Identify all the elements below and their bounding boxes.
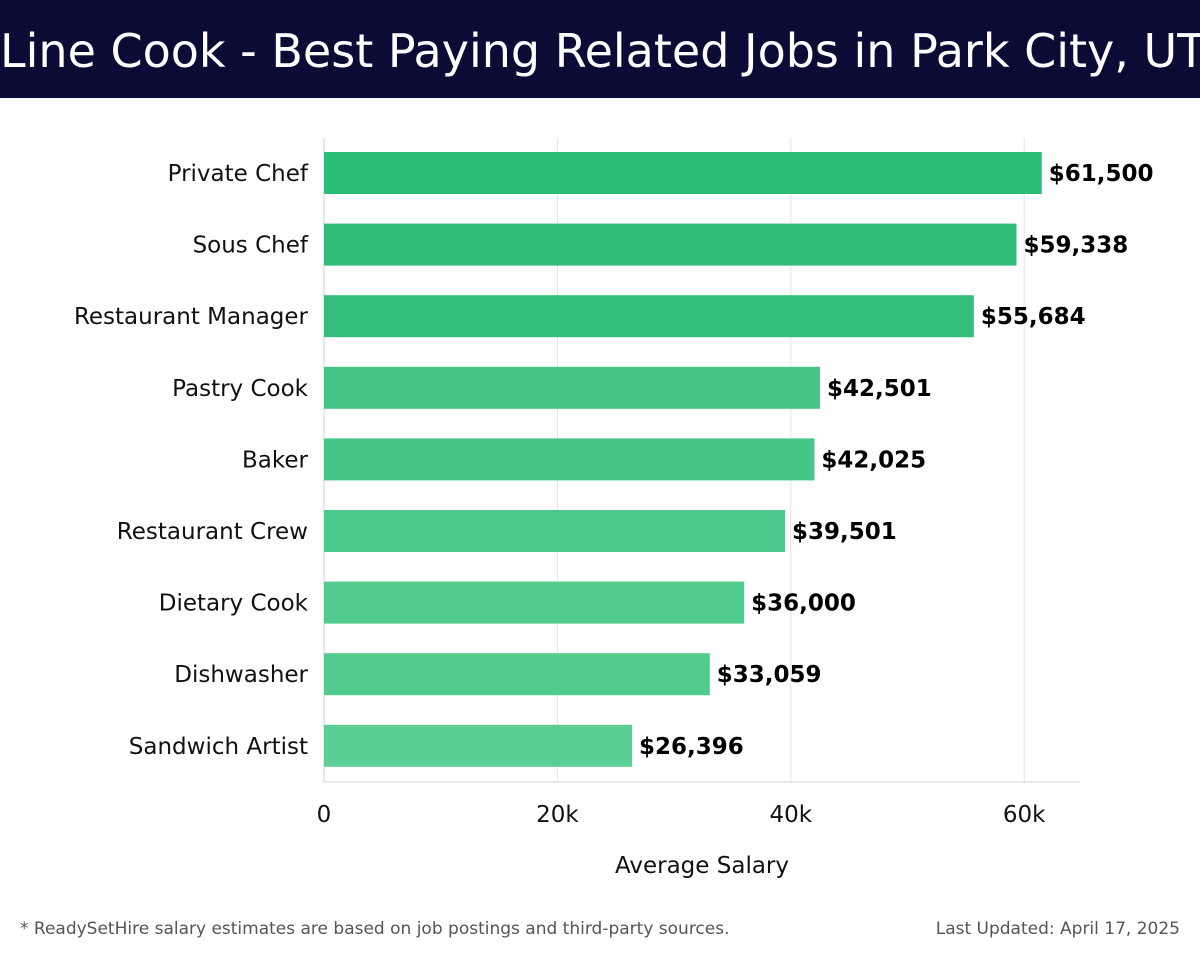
x-tick-label: 0: [317, 802, 332, 828]
footnote: * ReadySetHire salary estimates are base…: [20, 919, 730, 939]
data-label: $39,501: [792, 519, 897, 545]
bar: [324, 653, 710, 696]
bar: [324, 295, 974, 338]
bar: [324, 581, 745, 624]
bar: [324, 510, 785, 552]
x-axis-title: Average Salary: [615, 853, 789, 879]
bar: [324, 724, 633, 767]
chart-title: Line Cook - Best Paying Related Jobs in …: [0, 24, 1200, 78]
bar: [324, 366, 820, 409]
bar: [324, 438, 815, 481]
x-tick-label: 20k: [536, 802, 579, 828]
category-label: Pastry Cook: [172, 376, 309, 402]
category-label: Sous Chef: [193, 233, 309, 259]
category-label: Sandwich Artist: [129, 734, 308, 760]
category-label: Dietary Cook: [159, 591, 309, 617]
category-label: Restaurant Manager: [74, 304, 309, 330]
salary-bar-chart: Private Chef $61,500 Sous Chef $59,338 Resta…: [74, 138, 1154, 879]
data-label: $26,396: [639, 734, 744, 760]
data-label: $42,025: [821, 447, 926, 473]
data-label: $55,684: [981, 304, 1086, 330]
chart-header: Line Cook - Best Paying Related Jobs in …: [0, 0, 1200, 98]
data-label: $33,059: [717, 662, 822, 688]
category-label: Private Chef: [168, 161, 309, 187]
last-updated: Last Updated: April 17, 2025: [935, 919, 1180, 939]
data-label: $61,500: [1049, 161, 1154, 187]
category-label: Restaurant Crew: [117, 519, 308, 545]
data-label: $59,338: [1023, 233, 1128, 259]
bar: [324, 152, 1042, 194]
bar: [324, 223, 1017, 266]
x-tick-label: 60k: [1003, 802, 1046, 828]
data-label: $36,000: [751, 591, 856, 617]
x-tick-label: 40k: [770, 802, 813, 828]
data-label: $42,501: [827, 376, 932, 402]
category-label: Baker: [242, 447, 309, 473]
category-label: Dishwasher: [174, 662, 308, 688]
